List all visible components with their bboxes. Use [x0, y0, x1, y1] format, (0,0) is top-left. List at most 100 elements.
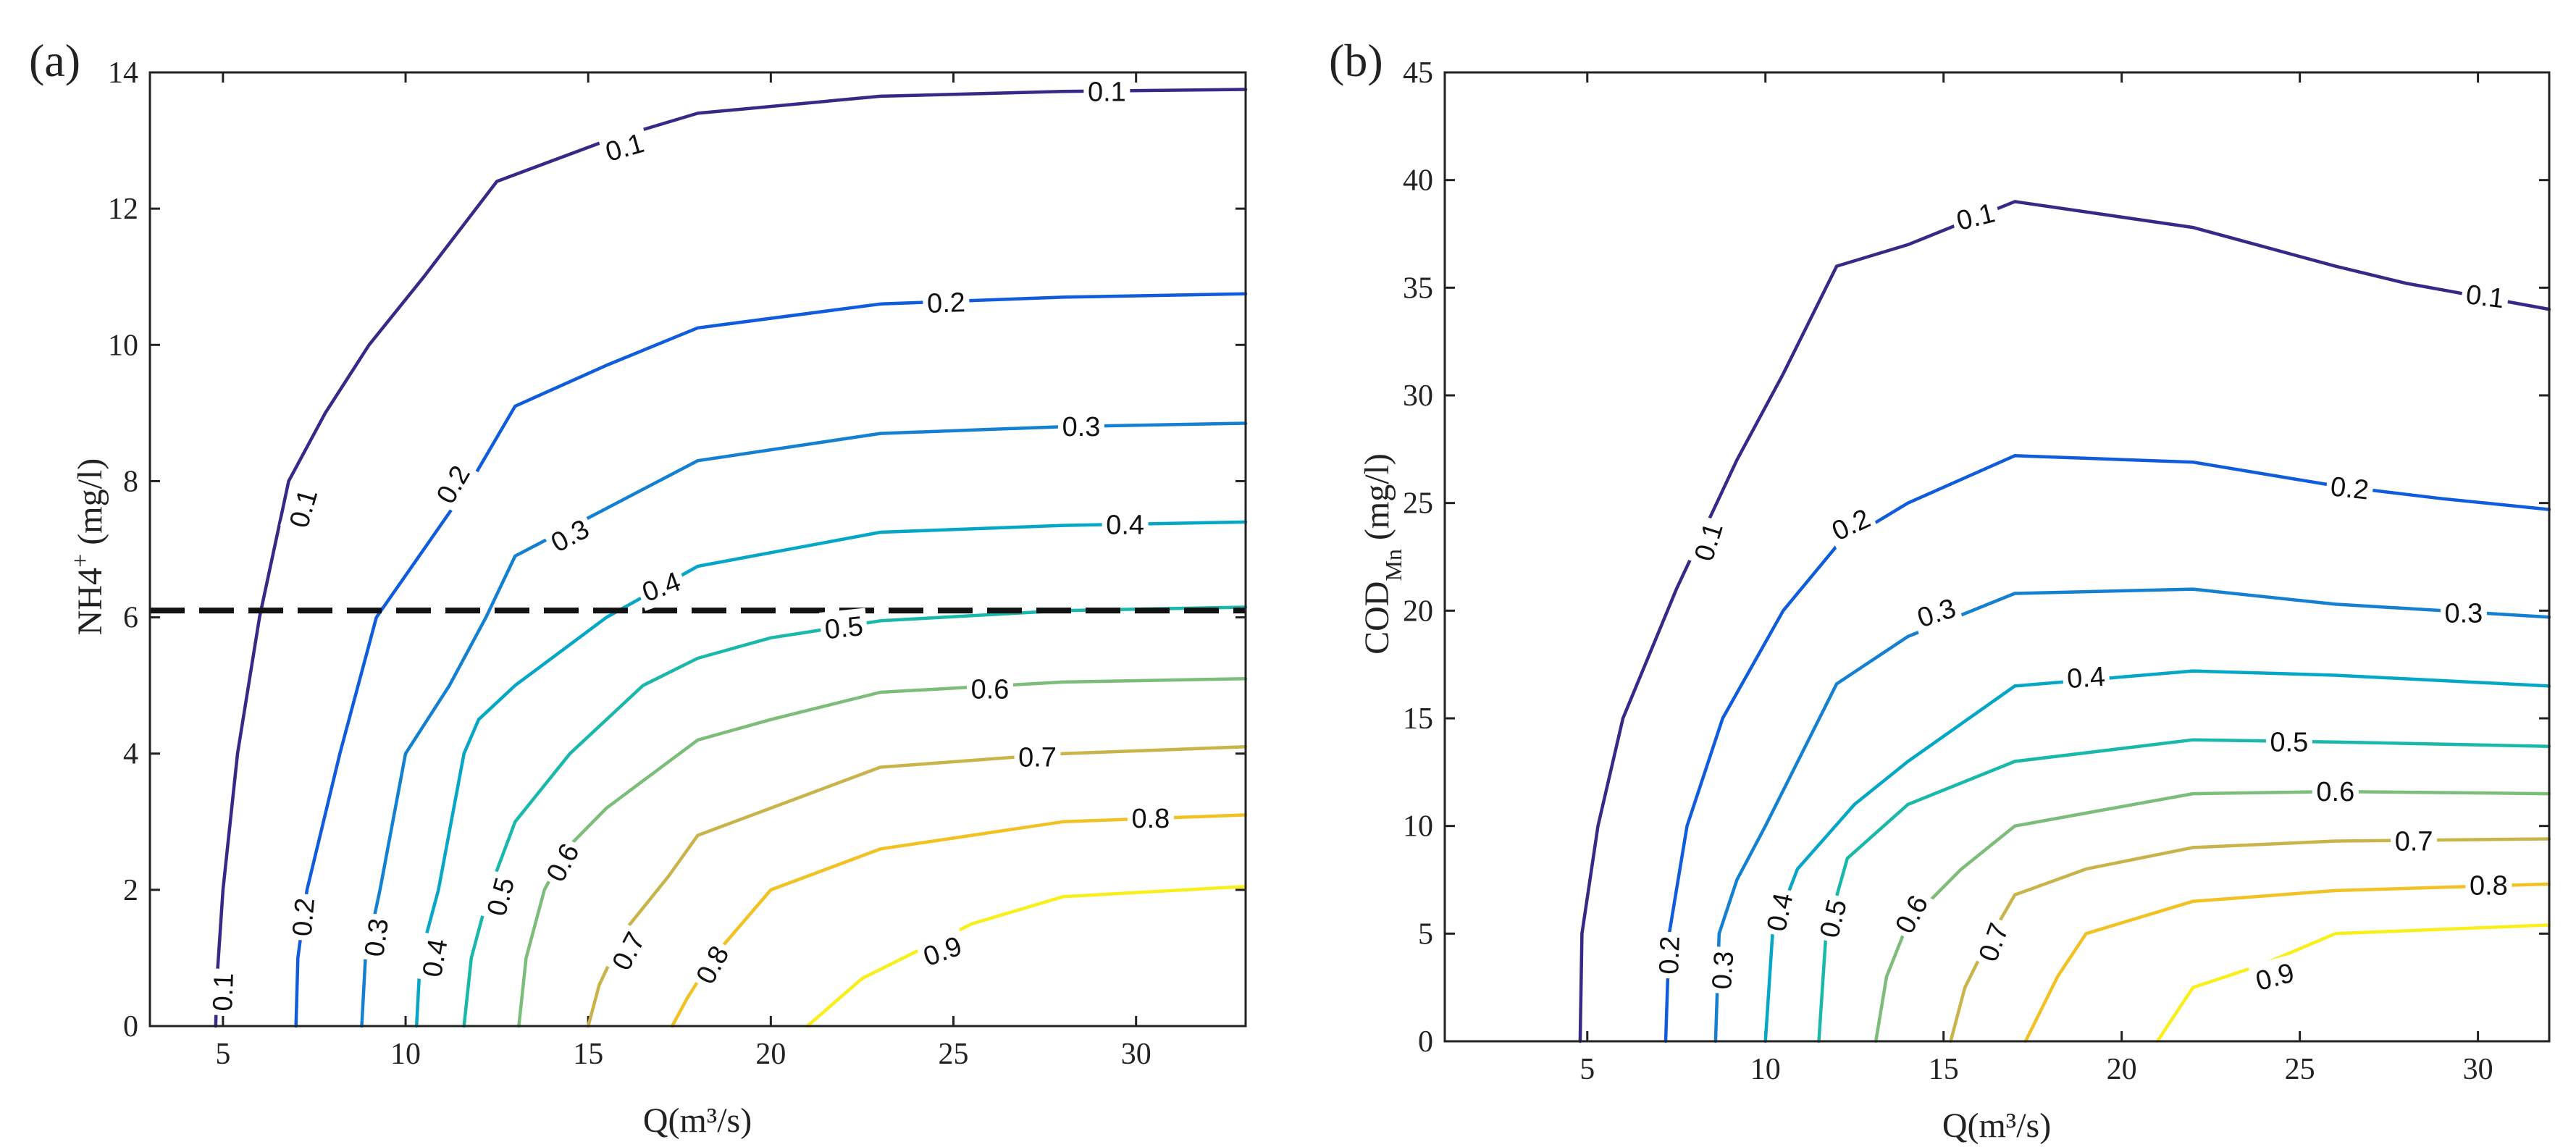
panel-a-contour-0.9 [805, 884, 1248, 1028]
panel-b-contour-0.6 [1874, 789, 2551, 1043]
panel-a-x-tick-label-1: 10 [390, 1038, 421, 1071]
panel-a-x-tick-label-2: 15 [573, 1038, 603, 1071]
panel-a-contour-label-bg-0.9-0 [915, 927, 970, 975]
panel-a-contour-0.4 [414, 520, 1248, 1028]
panel-a-contour-label-text-0.5-1: 0.5 [823, 611, 865, 645]
panel-b-contour-label-0.6-1: 0.6 [2312, 774, 2359, 810]
panel-a-contour-label-text-0.3-0: 0.3 [359, 917, 395, 959]
panel-a-contour-label-0.6-1: 0.6 [967, 671, 1013, 707]
panel-a-contour-label-bg-0.6-0 [536, 833, 590, 891]
panel-b-contour-label-text-0.8-0: 0.8 [2470, 870, 2508, 901]
panel-b-contour-label-text-0.3-2: 0.3 [2444, 598, 2483, 629]
panel-b-contour-label-0.1-1: 0.1 [1949, 194, 2002, 240]
panel-a-contour-label-0.1-3: 0.1 [1083, 74, 1130, 109]
panel-b-contour-label-bg-0.2-2 [2325, 468, 2375, 508]
panel-b-contour-label-bg-0.4-0 [1758, 886, 1802, 938]
panel-b-contour-label-0.1-0: 0.1 [1685, 514, 1732, 569]
panel-a-y-tick-label-1: 2 [123, 874, 138, 907]
panel-b-contour-label-text-0.2-2: 0.2 [2329, 471, 2370, 505]
panel-a-label: (a) [29, 35, 80, 86]
panel-a-contour-label-text-0.2-0: 0.2 [288, 896, 321, 937]
panel-a-x-tick-label-5: 30 [1121, 1038, 1151, 1071]
panel-b-contour-label-bg-0.3-2 [2440, 595, 2487, 631]
panel-a-contour-0.3 [360, 421, 1248, 1028]
panel-b: (b) 5 10 15 20 25 30 0 5 10 15 20 25 30 35 40 45 0.1 0.1… [1329, 35, 2551, 1145]
panel-a-contour-label-bg-0.1-3 [1083, 74, 1130, 109]
panel-b-y-tick-label-3: 15 [1403, 702, 1433, 736]
panel-b-y-axis-label: CODMn (mg/l) [1358, 453, 1406, 655]
panel-a-contour-label-0.8-1: 0.8 [1127, 801, 1174, 836]
panel-b-contour-label-0.2-2: 0.2 [2325, 468, 2375, 508]
panel-a-y-axis-label-unit: (mg/l) [71, 458, 109, 554]
panel-b-contours [1578, 200, 2551, 1043]
panel-b-contour-label-text-0.5-1: 0.5 [2270, 728, 2308, 758]
panel-b-y-tick-label-6: 30 [1403, 379, 1433, 413]
panel-b-contour-label-bg-0.7-0 [1969, 914, 2018, 970]
panel-a-contour-label-0.9-0: 0.9 [915, 927, 970, 975]
panel-b-contour-label-0.4-0: 0.4 [1758, 886, 1802, 938]
panel-a-contour-label-0.3-0: 0.3 [356, 912, 397, 963]
panel-b-contour-label-0.8-0: 0.8 [2465, 867, 2512, 903]
panel-a-contour-labels: 0.10.10.10.10.20.20.20.30.30.30.40.40.40… [204, 74, 1174, 1016]
panel-b-contour-0.7 [1949, 837, 2551, 1043]
panel-a-y-axis-label: NH4+ (mg/l) [67, 458, 110, 636]
panel-a-contour-label-bg-0.3-1 [541, 509, 599, 562]
panel-b-contour-label-text-0.2-0: 0.2 [1654, 936, 1686, 975]
panel-a-contour-label-text-0.7-1: 0.7 [1018, 742, 1057, 773]
panel-a-contour-0.7 [586, 745, 1248, 1028]
panel-a-contour-label-0.1-0: 0.1 [204, 968, 242, 1016]
panel-a-contour-0.8 [670, 813, 1248, 1028]
panel-a-x-tick-label-0: 5 [215, 1038, 230, 1071]
panel-a-contour-label-text-0.1-0: 0.1 [208, 972, 240, 1012]
panel-b-contour-label-0.6-0: 0.6 [1885, 886, 1938, 944]
panel-b-contour-label-0.9-0: 0.9 [2248, 954, 2302, 1000]
panel-b-y-axis-label-base: COD [1358, 581, 1396, 655]
panel-a-y-tick-label-4: 8 [123, 465, 138, 498]
panel-b-contour-label-text-0.6-1: 0.6 [2316, 777, 2354, 807]
panel-a-contour-label-bg-0.2-2 [922, 284, 970, 322]
panel-a-x-tick-label-4: 25 [939, 1038, 969, 1071]
panel-b-contour-label-text-0.7-1: 0.7 [2395, 827, 2433, 857]
panel-b-contour-label-bg-0.1-0 [1685, 514, 1732, 569]
panel-a-contour-label-0.7-1: 0.7 [1014, 739, 1061, 775]
panel-a-contour-label-text-0.8-1: 0.8 [1131, 804, 1170, 834]
panel-a-y-axis-label-sup: + [67, 554, 94, 568]
panel-a-y-tick-label-2: 4 [123, 738, 138, 771]
panel-b-x-tick-label-2: 15 [1929, 1053, 1959, 1086]
panel-a-contour-label-text-0.3-2: 0.3 [1062, 412, 1101, 442]
panel-a-contour-0.6 [517, 676, 1248, 1028]
panel-a-contour-0.1 [214, 88, 1248, 1028]
panel-b-contour-label-0.3-0: 0.3 [1703, 946, 1742, 995]
panel-a-contour-label-bg-0.8-1 [1127, 801, 1174, 836]
panel-b-contour-label-bg-0.1-2 [2459, 276, 2511, 316]
panel-a-contour-label-text-0.2-2: 0.2 [926, 287, 965, 319]
panel-b-contour-0.2 [1664, 454, 2551, 1043]
panel-b-contour-label-bg-0.7-1 [2391, 823, 2438, 859]
panel-b-axes-frame [1443, 71, 2551, 1043]
panel-b-x-axis-label: Q(m³/s) [1942, 1106, 2051, 1145]
panel-a-contour-label-bg-0.1-2 [597, 124, 652, 171]
panel-b-contour-label-0.7-1: 0.7 [2391, 823, 2438, 859]
panel-a-contour-label-bg-0.2-1 [426, 455, 480, 513]
panel-b-x-tick-label-1: 10 [1750, 1053, 1781, 1086]
panel-b-y-tick-label-5: 25 [1403, 487, 1433, 521]
panel-a-contour-label-bg-0.6-1 [967, 671, 1013, 707]
panel-b-y-tick-label-9: 45 [1403, 56, 1433, 90]
panel-b-ticks: 5 10 15 20 25 30 0 5 10 15 20 25 30 35 40 45 [1403, 56, 2549, 1086]
panel-b-y-tick-label-2: 10 [1403, 810, 1433, 844]
panel-a-y-tick-label-6: 12 [108, 193, 138, 226]
panel-b-y-axis-label-sub: Mn [1380, 549, 1406, 581]
panel-b-contour-label-bg-0.9-0 [2248, 954, 2302, 1000]
panel-a-contour-label-0.4-1: 0.4 [633, 562, 689, 611]
panel-a-contour-label-bg-0.1-0 [204, 968, 242, 1016]
panel-b-contour-labels: 0.10.10.10.20.20.20.30.3 0.30.40.40.50.50… [1650, 194, 2512, 1000]
panel-a-contour-label-text-0.4-2: 0.4 [1106, 511, 1144, 541]
panel-b-contour-label-bg-0.6-1 [2312, 774, 2359, 810]
panel-a-contour-label-bg-0.8-0 [686, 936, 739, 993]
panel-b-contour-label-text-0.3-0: 0.3 [1707, 950, 1740, 991]
panel-b-contour-label-0.5-1: 0.5 [2265, 724, 2312, 760]
panel-b-y-tick-label-1: 5 [1418, 917, 1433, 951]
panel-b-contour-label-0.2-0: 0.2 [1650, 931, 1688, 979]
